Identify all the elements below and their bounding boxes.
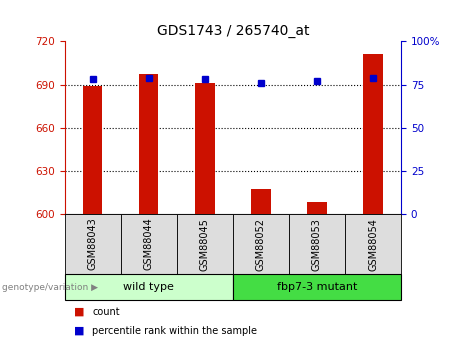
Title: GDS1743 / 265740_at: GDS1743 / 265740_at [157,23,309,38]
Text: GSM88052: GSM88052 [256,218,266,270]
Bar [307,203,327,214]
Bar [177,214,233,274]
Text: count: count [92,307,120,317]
Bar [121,214,177,274]
Bar [65,214,121,274]
Text: GSM88043: GSM88043 [88,218,98,270]
Text: GSM88054: GSM88054 [368,218,378,270]
Text: GSM88053: GSM88053 [312,218,322,270]
Text: wild type: wild type [123,282,174,292]
Text: percentile rank within the sample: percentile rank within the sample [92,326,257,336]
Bar [65,274,233,300]
Bar [233,274,401,300]
Bar [195,83,214,214]
Text: GSM88044: GSM88044 [144,218,154,270]
Text: ■: ■ [74,326,84,336]
Bar [363,54,383,214]
Text: GSM88045: GSM88045 [200,218,210,270]
Text: genotype/variation ▶: genotype/variation ▶ [2,283,98,292]
Text: ■: ■ [74,307,84,317]
Text: fbp7-3 mutant: fbp7-3 mutant [277,282,357,292]
Bar [83,86,102,214]
Bar [233,214,289,274]
Bar [139,75,159,214]
Bar [289,214,345,274]
Bar [345,214,401,274]
Bar [251,189,271,214]
